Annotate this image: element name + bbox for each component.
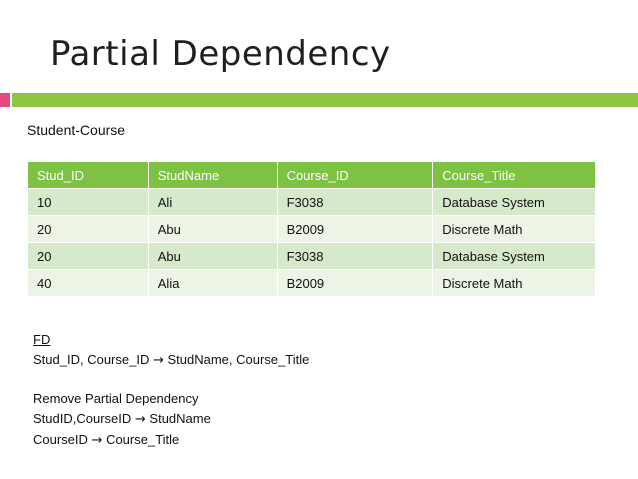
cell-stud-name: Alia: [147, 269, 278, 297]
cell-course-id: B2009: [276, 215, 434, 243]
table-header-row: Stud_ID StudName Course_ID Course_Title: [27, 161, 596, 189]
spacer: [33, 371, 309, 389]
cell-stud-name: Abu: [147, 242, 278, 270]
cell-course-title: Database System: [432, 242, 596, 270]
cell-course-id: F3038: [276, 242, 434, 270]
header-stud-name: StudName: [147, 161, 278, 189]
cell-course-title: Discrete Math: [432, 215, 596, 243]
fd-heading: FD: [33, 332, 51, 347]
fd-line-3-right: Course_Title: [106, 432, 180, 447]
right-arrow-icon: →: [134, 412, 146, 427]
table-row: 40 Alia B2009 Discrete Math: [27, 269, 596, 297]
table-row: 20 Abu B2009 Discrete Math: [27, 215, 596, 243]
fd-line-1: Stud_ID, Course_ID → StudName, Course_Ti…: [33, 350, 309, 371]
table-caption: Student-Course: [27, 122, 126, 138]
cell-course-id: F3038: [276, 188, 434, 216]
header-course-title: Course_Title: [432, 161, 596, 189]
table-row: 10 Ali F3038 Database System: [27, 188, 596, 216]
fd-line-2-right: StudName: [149, 411, 211, 426]
cell-stud-name: Abu: [147, 215, 278, 243]
cell-stud-id: 40: [27, 269, 149, 297]
cell-stud-id: 10: [27, 188, 149, 216]
right-arrow-icon: →: [91, 433, 103, 448]
cell-stud-name: Ali: [147, 188, 278, 216]
cell-stud-id: 20: [27, 242, 149, 270]
cell-stud-id: 20: [27, 215, 149, 243]
fd-line-1-right: StudName, Course_Title: [167, 352, 310, 367]
fd-line-1-left: Stud_ID, Course_ID: [33, 352, 153, 367]
table-row: 20 Abu F3038 Database System: [27, 242, 596, 270]
fd-line-2: StudID,CourseID → StudName: [33, 409, 309, 430]
fd-line-2-left: StudID,CourseID: [33, 411, 135, 426]
fd-line-3-left: CourseID: [33, 432, 92, 447]
right-arrow-icon: →: [152, 353, 164, 368]
cell-course-title: Database System: [432, 188, 596, 216]
header-stud-id: Stud_ID: [27, 161, 149, 189]
fd-notes: FD Stud_ID, Course_ID → StudName, Course…: [33, 330, 309, 451]
header-course-id: Course_ID: [276, 161, 434, 189]
accent-bar-pink: [0, 93, 10, 107]
cell-course-title: Discrete Math: [432, 269, 596, 297]
cell-course-id: B2009: [276, 269, 434, 297]
remove-heading: Remove Partial Dependency: [33, 391, 199, 406]
student-course-table: Stud_ID StudName Course_ID Course_Title …: [27, 161, 596, 297]
fd-line-3: CourseID → Course_Title: [33, 430, 309, 451]
page-title: Partial Dependency: [50, 34, 391, 74]
accent-bar-green: [12, 93, 638, 107]
